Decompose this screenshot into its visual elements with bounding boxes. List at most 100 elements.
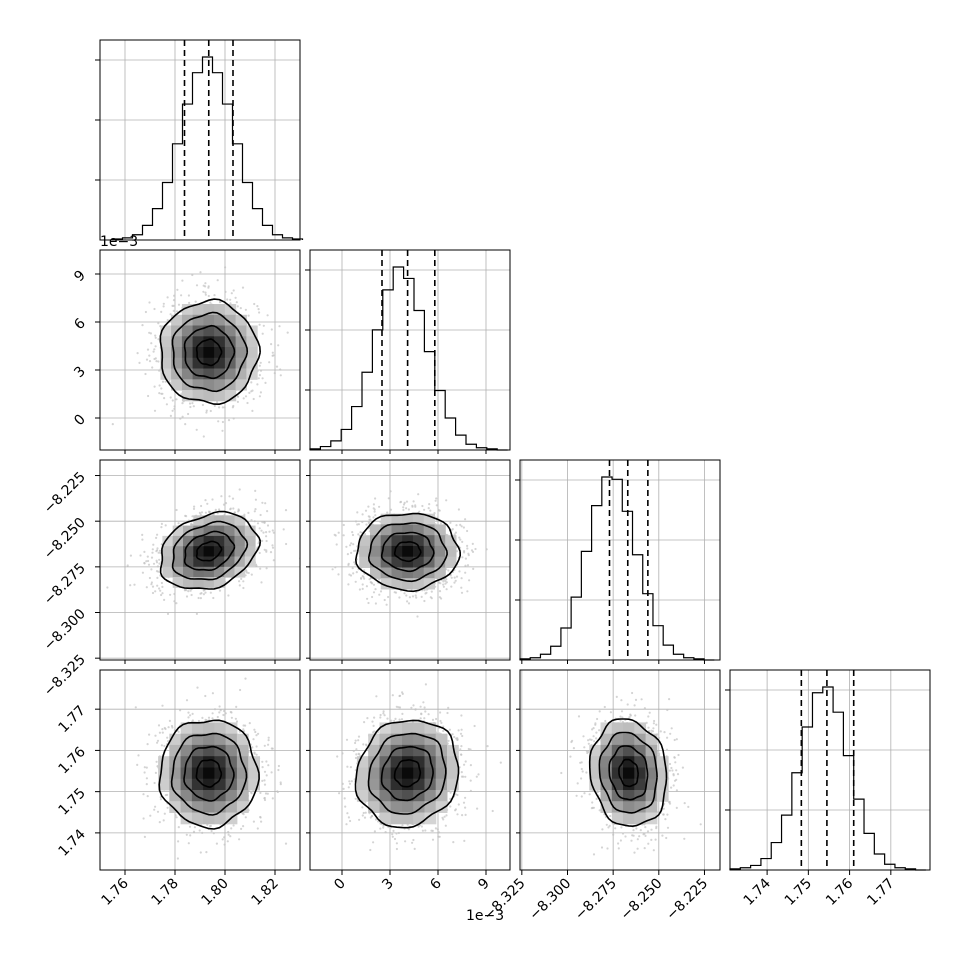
density-cell bbox=[213, 566, 225, 578]
density-cell bbox=[413, 545, 425, 558]
scatter-point bbox=[355, 571, 358, 574]
scatter-point bbox=[145, 560, 148, 563]
scatter-point bbox=[447, 739, 450, 743]
density-cell bbox=[379, 733, 392, 746]
scatter-point bbox=[442, 729, 445, 733]
density-cell bbox=[214, 347, 226, 359]
scatter-point bbox=[354, 580, 357, 583]
density-cell bbox=[203, 314, 215, 327]
scatter-point bbox=[350, 542, 353, 545]
scatter-point bbox=[223, 709, 226, 713]
scatter-point bbox=[335, 543, 338, 546]
scatter-point bbox=[364, 509, 368, 512]
density-cell bbox=[203, 756, 215, 768]
scatter-point bbox=[251, 409, 254, 412]
scatter-point bbox=[279, 368, 282, 371]
density-cell bbox=[435, 733, 448, 746]
density-cell bbox=[379, 767, 392, 780]
scatter-point bbox=[475, 775, 478, 778]
scatter-point bbox=[196, 686, 199, 689]
scatter-point bbox=[364, 533, 367, 536]
scatter-point bbox=[161, 704, 164, 707]
scatter-point bbox=[415, 596, 418, 599]
density-cell bbox=[370, 567, 382, 579]
density-cell bbox=[379, 756, 392, 768]
scatter-point bbox=[191, 712, 194, 716]
scatter-point bbox=[211, 712, 214, 715]
scatter-point bbox=[176, 288, 179, 291]
scatter-point bbox=[398, 694, 401, 698]
scatter-point bbox=[371, 582, 374, 585]
scatter-point bbox=[653, 719, 656, 723]
scatter-point bbox=[146, 795, 149, 798]
scatter-point bbox=[197, 596, 200, 600]
scatter-point bbox=[357, 533, 360, 536]
scatter-point bbox=[156, 739, 160, 742]
scatter-point bbox=[619, 719, 622, 722]
scatter-point bbox=[576, 782, 579, 785]
density-cell bbox=[413, 578, 425, 590]
density-cell bbox=[171, 314, 183, 327]
scatter-point bbox=[640, 698, 643, 701]
scatter-point bbox=[382, 826, 385, 829]
density-cell bbox=[172, 577, 184, 588]
scatter-point bbox=[199, 851, 202, 854]
scatter-point bbox=[389, 490, 392, 493]
scatter-point bbox=[621, 716, 624, 719]
scatter-point bbox=[442, 818, 445, 821]
scatter-point bbox=[386, 717, 389, 720]
x-tick-label: −8.225 bbox=[663, 876, 711, 924]
scatter-point bbox=[278, 325, 281, 328]
scatter-point bbox=[152, 562, 156, 565]
density-cell bbox=[413, 535, 425, 547]
scatter-point bbox=[205, 411, 208, 414]
density-cell bbox=[244, 535, 256, 547]
density-cell bbox=[424, 767, 437, 780]
scatter-point bbox=[145, 358, 149, 361]
density-cell bbox=[623, 790, 635, 802]
density-cell bbox=[214, 733, 227, 746]
scatter-point bbox=[652, 727, 655, 730]
scatter-point bbox=[159, 589, 162, 592]
density-cell bbox=[413, 513, 425, 525]
scatter-point bbox=[265, 774, 268, 777]
density-cell bbox=[203, 744, 215, 757]
scatter-point bbox=[153, 409, 157, 412]
contour-line bbox=[393, 759, 422, 788]
scatter-point bbox=[460, 753, 463, 756]
scatter-point bbox=[374, 514, 377, 517]
scatter-point bbox=[177, 840, 180, 843]
panel-frame bbox=[309, 249, 511, 451]
density-cell bbox=[193, 525, 205, 537]
density-cell bbox=[235, 368, 247, 380]
histogram-step bbox=[519, 476, 715, 661]
scatter-point bbox=[166, 736, 169, 739]
scatter-point bbox=[374, 602, 377, 605]
scatter-point bbox=[435, 497, 438, 500]
scatter-point bbox=[677, 753, 680, 757]
density-cell bbox=[234, 556, 246, 568]
density-cell bbox=[171, 336, 183, 348]
density-cell bbox=[171, 347, 183, 359]
scatter-point bbox=[253, 728, 256, 731]
scatter-point bbox=[255, 734, 258, 737]
scatter-point bbox=[218, 705, 221, 708]
scatter-point bbox=[264, 502, 267, 505]
scatter-point bbox=[345, 545, 348, 548]
density-cell bbox=[192, 390, 204, 402]
scatter-point bbox=[195, 428, 198, 431]
scatter-point bbox=[361, 513, 364, 516]
scatter-point bbox=[209, 409, 212, 413]
scatter-point bbox=[433, 511, 436, 515]
scatter-point bbox=[187, 711, 190, 714]
density-cell bbox=[193, 535, 205, 547]
scatter-point bbox=[277, 768, 280, 772]
density-cell bbox=[380, 524, 392, 536]
scatter-point bbox=[423, 717, 426, 720]
scatter-point bbox=[337, 573, 340, 576]
x-axis-0: 1.76 1.78 1.80 1.82 bbox=[98, 870, 282, 909]
scatter-point bbox=[157, 724, 161, 727]
panel-frame bbox=[729, 669, 931, 871]
scatter-point bbox=[373, 716, 376, 719]
scatter-point bbox=[202, 435, 205, 438]
